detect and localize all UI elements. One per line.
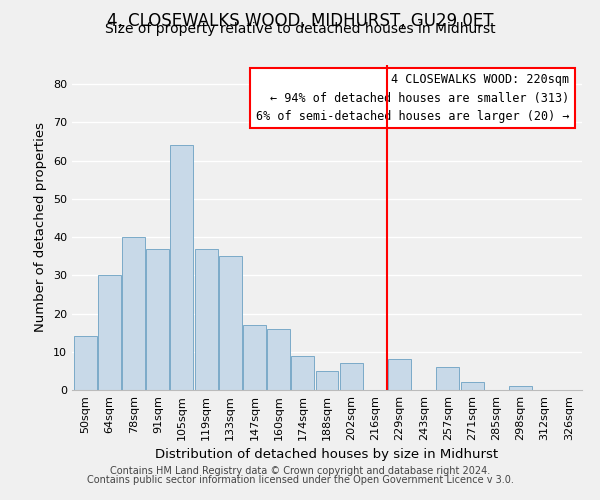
Bar [146, 248, 169, 390]
Text: Size of property relative to detached houses in Midhurst: Size of property relative to detached ho… [104, 22, 496, 36]
Bar [170, 146, 193, 390]
Bar [316, 371, 338, 390]
Text: 4 CLOSEWALKS WOOD: 220sqm
← 94% of detached houses are smaller (313)
6% of semi-: 4 CLOSEWALKS WOOD: 220sqm ← 94% of detac… [256, 73, 569, 123]
Bar [243, 325, 266, 390]
Y-axis label: Number of detached properties: Number of detached properties [34, 122, 47, 332]
Text: 4, CLOSEWALKS WOOD, MIDHURST, GU29 0ET: 4, CLOSEWALKS WOOD, MIDHURST, GU29 0ET [107, 12, 493, 30]
Bar [267, 329, 290, 390]
Bar [292, 356, 314, 390]
Bar [122, 237, 145, 390]
Bar [219, 256, 242, 390]
Bar [74, 336, 97, 390]
X-axis label: Distribution of detached houses by size in Midhurst: Distribution of detached houses by size … [155, 448, 499, 462]
Bar [98, 276, 121, 390]
Text: Contains public sector information licensed under the Open Government Licence v : Contains public sector information licen… [86, 475, 514, 485]
Bar [340, 363, 362, 390]
Text: Contains HM Land Registry data © Crown copyright and database right 2024.: Contains HM Land Registry data © Crown c… [110, 466, 490, 476]
Bar [194, 248, 218, 390]
Bar [436, 367, 460, 390]
Bar [509, 386, 532, 390]
Bar [388, 360, 411, 390]
Bar [461, 382, 484, 390]
